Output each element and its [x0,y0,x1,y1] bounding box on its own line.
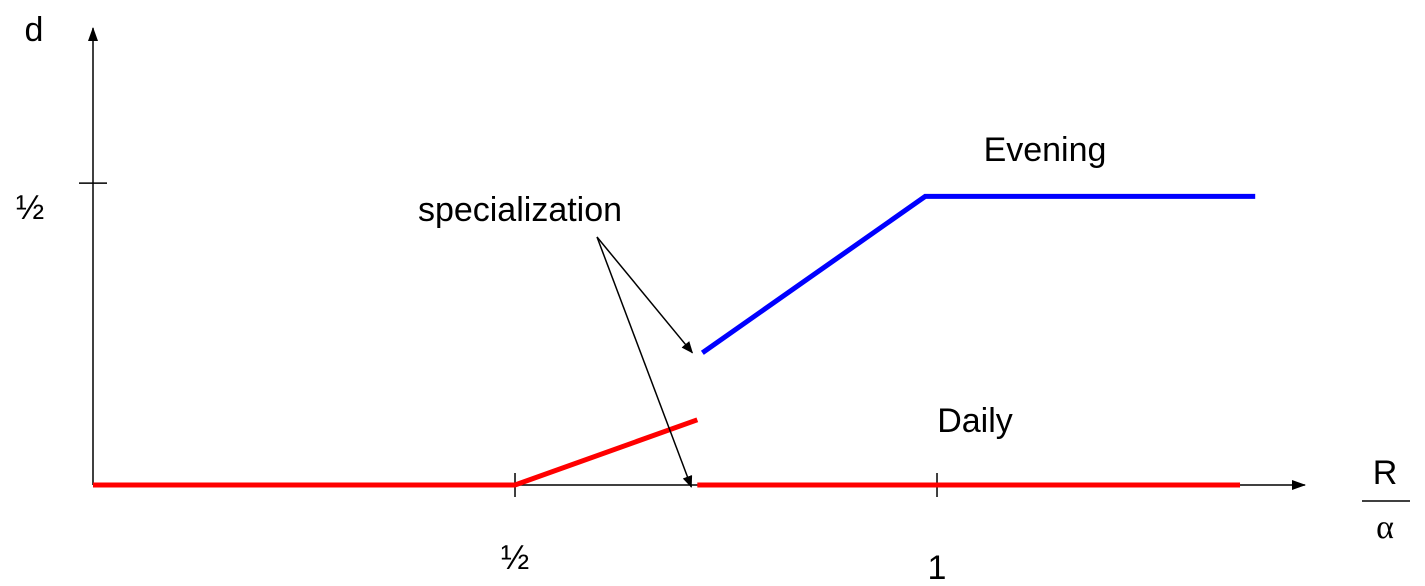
series-label: Evening [984,131,1107,169]
x-tick-label: ½ [501,539,529,577]
x-tick-label: 1 [928,549,947,586]
annotation-arrow [596,236,694,354]
annotation-arrow [596,236,693,488]
line [700,193,1256,355]
y-tick-label: ½ [16,189,44,227]
line [93,417,1241,488]
x-axis-label: α [1376,509,1394,546]
series-label: Daily [937,402,1013,440]
annotation: specialization [418,191,622,229]
x-axis-label: R [1373,454,1398,492]
y-axis-label: d [25,11,44,49]
